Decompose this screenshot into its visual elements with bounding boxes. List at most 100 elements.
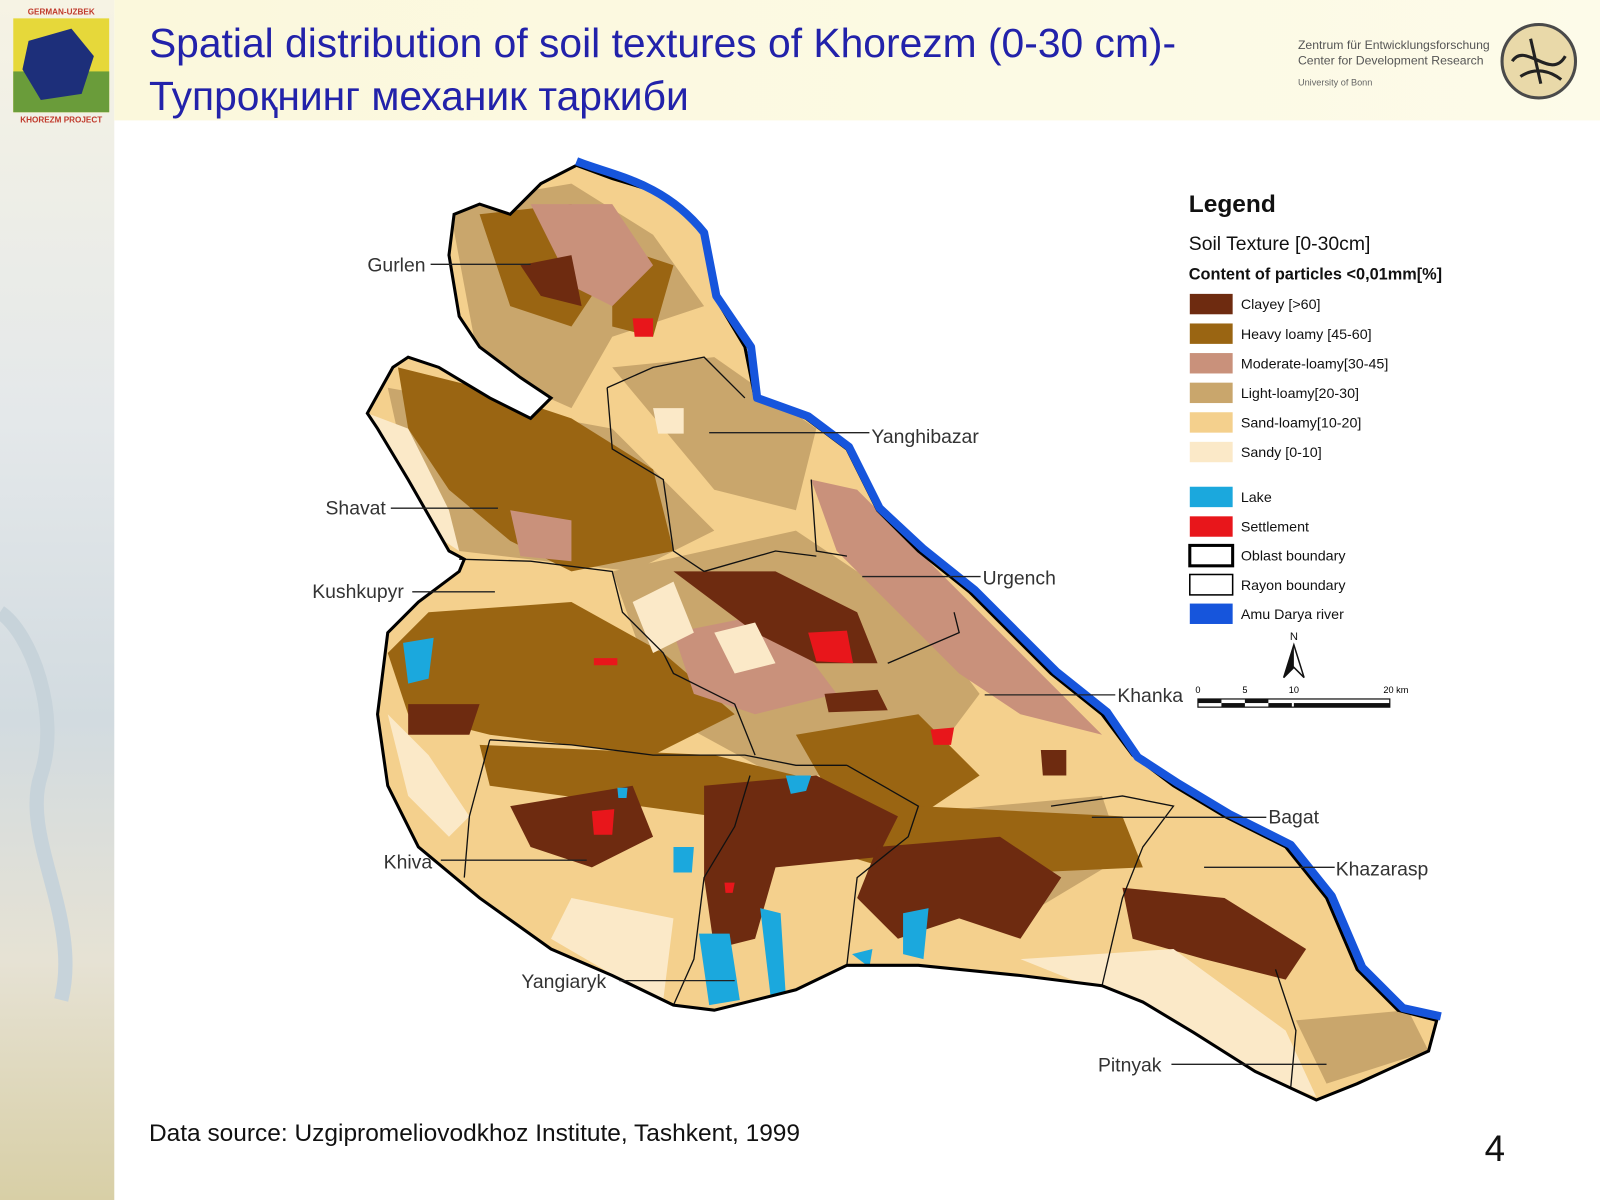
legend-caption: Content of particles <0,01mm[%] xyxy=(1189,266,1442,284)
rayon-boundary xyxy=(703,479,848,573)
legend-swatch xyxy=(1188,543,1235,568)
district-label: Yangiaryk xyxy=(521,971,606,993)
soil-patch xyxy=(811,479,1103,735)
lake xyxy=(673,846,694,873)
scale-bar: 0 5 10 20 km xyxy=(1195,685,1409,708)
district-label: Yanghibazar xyxy=(871,426,979,448)
rayon-boundary xyxy=(1050,795,1175,986)
amu-darya-river xyxy=(575,157,1442,1021)
soil-patch xyxy=(824,689,888,713)
soil-patch xyxy=(551,897,674,1000)
district-label: Khanka xyxy=(1117,685,1183,707)
rayon-boundary xyxy=(846,764,920,965)
settlement xyxy=(632,318,654,337)
scale-label: 10 xyxy=(1289,685,1299,695)
scale-bar-segment xyxy=(1221,703,1245,708)
north-arrow: N xyxy=(1282,631,1305,679)
legend-label: Lake xyxy=(1241,490,1272,506)
settlement xyxy=(724,882,735,893)
settlement xyxy=(591,809,615,835)
soil-patch xyxy=(510,510,572,562)
institute-line-2: Center for Development Research xyxy=(1298,53,1484,67)
legend-label: Settlement xyxy=(1241,520,1309,536)
lake xyxy=(785,775,812,794)
soil-patch xyxy=(653,408,684,434)
oblast-boundary xyxy=(365,163,1439,1102)
soil-patch xyxy=(530,204,654,307)
soil-patch xyxy=(408,704,480,735)
lake xyxy=(617,787,628,798)
soil-patch xyxy=(520,255,582,307)
scale-bar-segment xyxy=(1293,703,1390,708)
district-label: Kushkupyr xyxy=(312,581,404,603)
soil-patch xyxy=(1122,887,1307,980)
soil-patch xyxy=(1295,1010,1429,1084)
legend-label: Amu Darya river xyxy=(1241,607,1344,623)
district-label: Bagat xyxy=(1268,806,1319,828)
legend-swatch xyxy=(1189,516,1233,537)
district-labels: Gurlen Yanghibazar Shavat Urgench Kushku… xyxy=(312,254,1428,1076)
legend-swatch xyxy=(1189,323,1233,344)
rayon-boundaries xyxy=(459,356,1297,1087)
data-source: Data source: Uzgipromeliovodkhoz Institu… xyxy=(149,1120,800,1147)
lake xyxy=(403,637,434,684)
rayon-boundary xyxy=(672,775,751,1006)
legend-swatch xyxy=(1189,603,1233,624)
logo-bottom-text: KHOREZM PROJECT xyxy=(20,115,102,124)
legend-label: Clayey [>60] xyxy=(1241,297,1321,313)
north-label: N xyxy=(1290,631,1298,643)
scale-label: 20 km xyxy=(1383,685,1408,695)
lake xyxy=(698,933,740,1006)
soil-patch xyxy=(704,775,898,949)
legend-label: Heavy loamy [45-60] xyxy=(1241,327,1372,343)
side-strip xyxy=(0,0,115,1200)
header-band xyxy=(114,0,1600,121)
lake xyxy=(760,908,786,995)
lake xyxy=(852,948,873,968)
legend-title: Legend xyxy=(1189,191,1276,218)
legend-swatch xyxy=(1189,486,1233,508)
rayon-boundary xyxy=(606,356,746,399)
scale-bar-segment xyxy=(1268,703,1292,708)
soil-patch xyxy=(397,367,674,572)
rayon-boundary xyxy=(1274,969,1297,1087)
scale-label: 5 xyxy=(1242,685,1247,695)
soil-patch xyxy=(632,581,694,654)
north-arrow-fill xyxy=(1283,644,1294,678)
scale-bar-segment xyxy=(1197,698,1222,704)
district-label: Urgench xyxy=(983,568,1056,590)
logo-top-text: GERMAN-UZBEK xyxy=(28,7,95,16)
institute-emblem-mark xyxy=(1510,38,1567,85)
title-line-1: Spatial distribution of soil textures of… xyxy=(149,20,1176,66)
rayon-boundary xyxy=(606,387,705,572)
legend-subtitle: Soil Texture [0-30cm] xyxy=(1189,233,1371,255)
settlement xyxy=(930,727,955,745)
soil-patch xyxy=(1040,750,1067,776)
legend-label: Moderate-loamy[30-45] xyxy=(1241,356,1388,372)
scale-bar-segment xyxy=(1244,698,1269,704)
legend-label: Oblast boundary xyxy=(1241,549,1347,565)
legend-swatch xyxy=(1189,353,1233,374)
soil-patch xyxy=(510,785,654,868)
page-number: 4 xyxy=(1485,1128,1505,1169)
district-label: Gurlen xyxy=(367,254,425,276)
district-label: Shavat xyxy=(326,497,387,519)
district-label: Khiva xyxy=(384,851,433,873)
legend-label: Sandy [0-10] xyxy=(1241,445,1322,461)
rayon-boundary xyxy=(463,739,847,878)
settlement xyxy=(593,658,618,666)
legend-label: Light-loamy[20-30] xyxy=(1241,386,1359,402)
legend: Legend Soil Texture [0-30cm] Content of … xyxy=(1188,191,1442,624)
legend-swatch xyxy=(1189,441,1233,463)
legend-label: Rayon boundary xyxy=(1241,578,1347,594)
soil-patch xyxy=(714,622,776,674)
district-label: Khazarasp xyxy=(1336,859,1429,881)
rayon-boundary xyxy=(887,612,960,664)
lake xyxy=(903,908,929,960)
soil-patch xyxy=(387,714,470,837)
institute-logo: Zentrum für Entwicklungsforschung Center… xyxy=(1298,22,1578,100)
legend-swatch xyxy=(1189,412,1233,433)
title-line-2: Тупроқнинг механик таркиби xyxy=(149,73,689,119)
side-photo-river xyxy=(0,606,73,1002)
map: Gurlen Yanghibazar Shavat Urgench Kushku… xyxy=(312,157,1442,1102)
